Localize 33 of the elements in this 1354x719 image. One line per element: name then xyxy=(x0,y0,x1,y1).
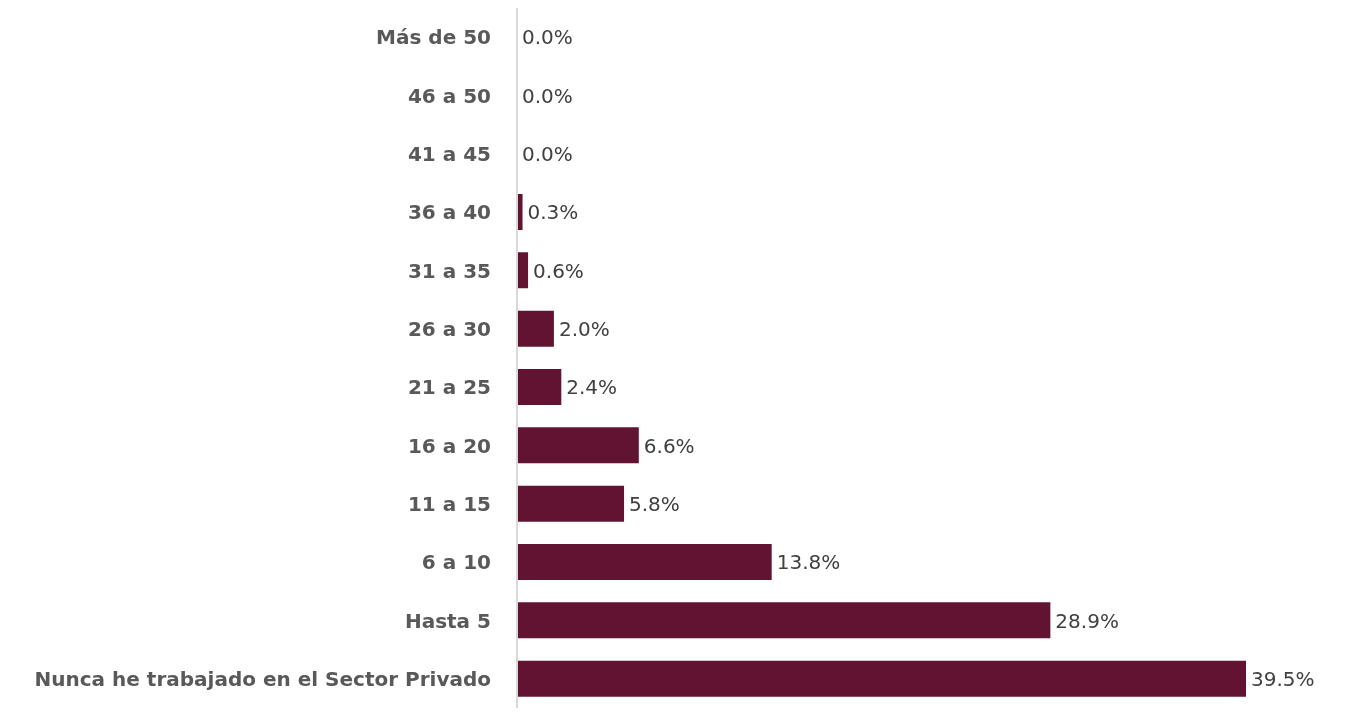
bar xyxy=(517,485,625,522)
y-tick-label: 16 a 20 xyxy=(407,433,491,458)
data-label: 6.6% xyxy=(643,433,695,458)
bar xyxy=(517,194,523,230)
y-tick-label: Más de 50 xyxy=(376,25,491,50)
bar xyxy=(517,660,1246,697)
y-tick-label: 31 a 35 xyxy=(407,258,491,283)
data-label: 0.0% xyxy=(522,25,573,50)
y-tick-label: 36 a 40 xyxy=(407,200,491,225)
bar xyxy=(517,310,554,347)
data-label: 0.0% xyxy=(522,141,573,166)
data-label: 0.3% xyxy=(527,200,579,225)
data-label: 28.9% xyxy=(1055,608,1119,633)
y-tick-label: 46 a 50 xyxy=(407,83,491,108)
y-tick-label: 6 a 10 xyxy=(421,550,491,575)
y-tick-label: Hasta 5 xyxy=(404,608,491,633)
y-tick-label: 41 a 45 xyxy=(407,141,491,166)
data-label: 2.4% xyxy=(566,375,618,400)
y-tick-label: 26 a 30 xyxy=(407,316,491,341)
bar xyxy=(517,369,562,405)
bar xyxy=(517,544,772,580)
data-label: 0.0% xyxy=(522,83,573,108)
data-label: 5.8% xyxy=(629,491,680,516)
data-label: 2.0% xyxy=(558,316,610,341)
data-label: 13.8% xyxy=(776,550,841,575)
data-label: 0.6% xyxy=(533,258,584,283)
data-label: 39.5% xyxy=(1251,666,1315,691)
y-tick-label: Nunca he trabajado en el Sector Privado xyxy=(34,666,491,691)
bar xyxy=(517,427,639,464)
y-tick-label: 21 a 25 xyxy=(407,375,491,400)
bar xyxy=(517,252,529,289)
bar xyxy=(517,602,1051,639)
y-tick-label: 11 a 15 xyxy=(407,491,491,516)
